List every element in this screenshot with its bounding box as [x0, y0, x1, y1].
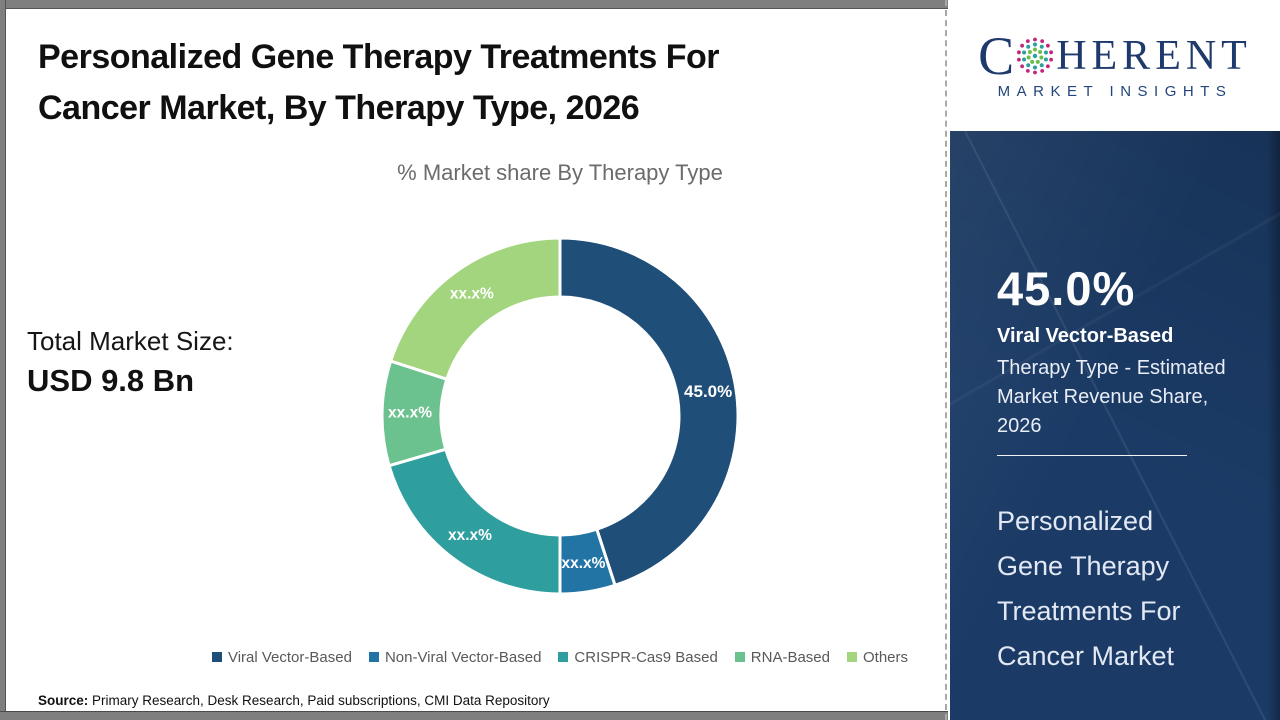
legend-item: Viral Vector-Based: [211, 648, 352, 666]
legend-label: CRISPR-Cas9 Based: [574, 648, 718, 666]
sidebar-desc-line: Therapy Type - Estimated: [997, 357, 1226, 379]
donut-segment-label: xx.x%: [388, 405, 432, 422]
total-market-size-label: Total Market Size:: [27, 326, 234, 356]
legend-swatch: [211, 652, 222, 662]
logo: C HERENT: [978, 26, 1252, 86]
legend-label: Viral Vector-Based: [227, 648, 352, 666]
sidebar-highlight-desc: Therapy Type - Estimated Market Revenue …: [997, 354, 1247, 441]
donut-segment-3: [387, 447, 562, 596]
logo-box: C HERENT MARKET INSIGHTS: [950, 0, 1280, 131]
total-market-size-value: USD 9.8 Bn: [27, 363, 195, 398]
page-title-line1: Personalized Gene Therapy Treatments For: [38, 38, 720, 76]
sidebar-market-line: Gene Therapy: [997, 551, 1170, 581]
source-line: Source: Primary Research, Desk Research,…: [38, 693, 550, 708]
donut-chart-svg: 45.0% xx.x% xx.x% xx.x% xx.x%: [380, 236, 740, 596]
separator-dashed-line: [945, 0, 947, 720]
sidebar-market-line: Treatments For: [997, 596, 1181, 626]
donut-segment-5: [388, 236, 562, 382]
legend-item: RNA-Based: [734, 648, 830, 666]
legend-label: RNA-Based: [750, 648, 830, 666]
legend-swatch: [558, 652, 569, 662]
sidebar-highlight-value: 45.0%: [997, 262, 1136, 315]
sidebar-highlight-title: Viral Vector-Based: [997, 325, 1174, 347]
donut-segment-label: 45.0%: [684, 382, 732, 401]
page-title-line2: Cancer Market, By Therapy Type, 2026: [38, 89, 640, 127]
sidebar-market-line: Personalized: [997, 506, 1154, 536]
logo-globe-icon: [1017, 37, 1054, 75]
logo-letter-c: C: [978, 26, 1015, 86]
legend: Viral Vector-Based Non-Viral Vector-Based…: [160, 645, 960, 669]
sidebar-desc-line: 2026: [997, 415, 1042, 437]
frame-bottom: [0, 711, 948, 720]
legend-item: Non-Viral Vector-Based: [368, 648, 542, 666]
total-market-size: Total Market Size: USD 9.8 Bn: [27, 326, 357, 399]
sidebar-market-line: Cancer Market: [997, 641, 1175, 671]
source-text: Primary Research, Desk Research, Paid su…: [88, 693, 550, 708]
page-title: Personalized Gene Therapy Treatments For…: [38, 32, 868, 134]
frame-top: [0, 0, 948, 9]
legend-item: CRISPR-Cas9 Based: [558, 648, 718, 666]
sidebar-market-name: Personalized Gene Therapy Treatments For…: [997, 499, 1257, 679]
legend-swatch: [734, 652, 745, 662]
sidebar-desc-line: Market Revenue Share,: [997, 386, 1209, 408]
logo-tagline: MARKET INSIGHTS: [997, 83, 1233, 100]
sidebar-divider: [997, 455, 1187, 456]
source-label: Source:: [38, 693, 89, 708]
donut-chart: 45.0% xx.x% xx.x% xx.x% xx.x%: [380, 236, 740, 596]
logo-text: HERENT: [1056, 33, 1252, 79]
legend-swatch: [368, 652, 379, 662]
donut-segment-label: xx.x%: [450, 286, 494, 303]
donut-segment-1: [558, 236, 740, 588]
donut-segment-label: xx.x%: [448, 527, 492, 544]
sidebar: 45.0% Viral Vector-Based Therapy Type - …: [950, 131, 1280, 720]
legend-label: Non-Viral Vector-Based: [384, 648, 542, 666]
frame-left: [0, 0, 6, 720]
legend-item: Others: [847, 649, 908, 666]
legend-swatch: [847, 652, 857, 662]
donut-segment-label: xx.x%: [561, 555, 605, 572]
chart-subtitle: % Market share By Therapy Type: [397, 160, 723, 185]
legend-label: Others: [863, 648, 909, 666]
